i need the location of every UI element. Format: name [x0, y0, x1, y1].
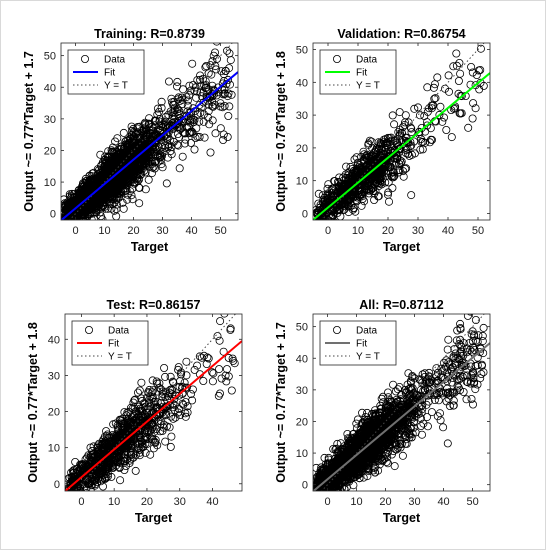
data-point — [68, 497, 75, 504]
data-point — [64, 222, 71, 229]
x-axis-label: Target — [135, 511, 173, 525]
y-tick-label: 40 — [48, 334, 60, 346]
x-tick-label: 0 — [78, 496, 84, 508]
data-point — [65, 221, 72, 228]
data-point — [314, 493, 321, 500]
data-point — [61, 226, 68, 233]
data-point — [314, 496, 321, 503]
data-point — [318, 220, 325, 227]
x-tick-label: 0 — [72, 225, 78, 237]
x-tick-label: 20 — [141, 496, 153, 508]
y-tick-label: 30 — [296, 110, 308, 122]
data-point — [337, 220, 344, 227]
x-tick-label: 50 — [472, 225, 484, 237]
data-point — [313, 220, 320, 227]
x-tick-label: 20 — [382, 225, 394, 237]
data-point — [65, 224, 72, 231]
y-tick-label: 30 — [44, 114, 56, 126]
chart-panel-1: 0 10 20 30 40 50 0 10 20 30 40 50 Training: R=0.8739… — [22, 27, 238, 254]
data-point — [63, 231, 70, 238]
legend-label: Data — [108, 326, 130, 337]
data-point — [65, 227, 72, 234]
y-axis-label: Output ~= 0.76*Target + 1.8 — [274, 51, 288, 212]
legend-label: Fit — [104, 68, 115, 79]
y-tick-label: 0 — [302, 208, 308, 220]
y-tick-label: 50 — [296, 45, 308, 57]
x-tick-label: 10 — [352, 225, 364, 237]
chart-panel-3: 0 10 20 30 40 0 10 20 30 40 Test: R=0.86157 Target O… — [26, 298, 242, 525]
legend-label: Y = T — [356, 81, 380, 92]
x-tick-label: 30 — [412, 225, 424, 237]
legend-label: Fit — [108, 339, 119, 350]
legend-label: Y = T — [104, 81, 128, 92]
data-point — [67, 501, 74, 508]
data-point — [61, 220, 68, 227]
x-tick-label: 50 — [214, 225, 226, 237]
chart-panel-2: 0 10 20 30 40 50 0 10 20 30 40 50 Validation: R=0.86… — [274, 27, 490, 254]
x-tick-label: 30 — [174, 496, 186, 508]
data-point — [66, 497, 73, 504]
y-tick-label: 10 — [44, 177, 56, 189]
x-tick-label: 40 — [206, 496, 218, 508]
data-point — [61, 225, 68, 232]
y-tick-label: 0 — [54, 479, 60, 491]
x-tick-label: 40 — [185, 225, 197, 237]
x-tick-label: 30 — [156, 225, 168, 237]
y-tick-label: 20 — [296, 143, 308, 155]
y-axis-label: Output ~= 0.77*Target + 1.8 — [26, 322, 40, 483]
x-axis-label: Target — [131, 240, 169, 254]
data-point — [315, 492, 322, 499]
data-point — [316, 220, 323, 227]
y-tick-label: 50 — [44, 51, 56, 63]
y-tick-label: 30 — [48, 370, 60, 382]
y-tick-label: 20 — [48, 407, 60, 419]
x-axis-label: Target — [383, 240, 421, 254]
data-point — [70, 498, 77, 505]
y-tick-label: 10 — [296, 176, 308, 188]
y-tick-label: 20 — [44, 145, 56, 157]
legend-label: Data — [104, 55, 126, 66]
chart-title: Training: R=0.8739 — [94, 27, 205, 41]
x-tick-label: 20 — [127, 225, 139, 237]
data-point — [63, 229, 70, 236]
x-tick-label: 40 — [442, 225, 454, 237]
y-tick-label: 40 — [296, 77, 308, 89]
data-point — [318, 221, 325, 228]
data-point — [61, 220, 68, 227]
x-tick-label: 10 — [98, 225, 110, 237]
legend: Data Fit Y = T — [320, 50, 396, 94]
y-axis-label: Output ~= 0.77*Target + 1.7 — [22, 51, 36, 212]
data-point — [82, 223, 89, 230]
data-point — [63, 220, 70, 227]
legend: Data Fit Y = T — [68, 50, 144, 94]
legend-label: Y = T — [108, 352, 132, 363]
x-tick-label: 10 — [108, 496, 120, 508]
y-tick-label: 40 — [44, 82, 56, 94]
data-point — [63, 220, 70, 227]
legend-label: Data — [356, 55, 378, 66]
x-tick-label: 0 — [325, 225, 331, 237]
y-tick-label: 10 — [48, 443, 60, 455]
data-point — [61, 221, 68, 228]
data-point — [313, 491, 320, 498]
legend-label: Fit — [356, 68, 367, 79]
data-point — [314, 221, 321, 228]
chart-title: Test: R=0.86157 — [107, 298, 201, 312]
legend: Data Fit Y = T — [72, 321, 148, 365]
y-tick-label: 0 — [50, 209, 56, 221]
data-point — [60, 225, 67, 232]
chart-title: Validation: R=0.86754 — [337, 27, 465, 41]
data-point — [65, 227, 72, 234]
